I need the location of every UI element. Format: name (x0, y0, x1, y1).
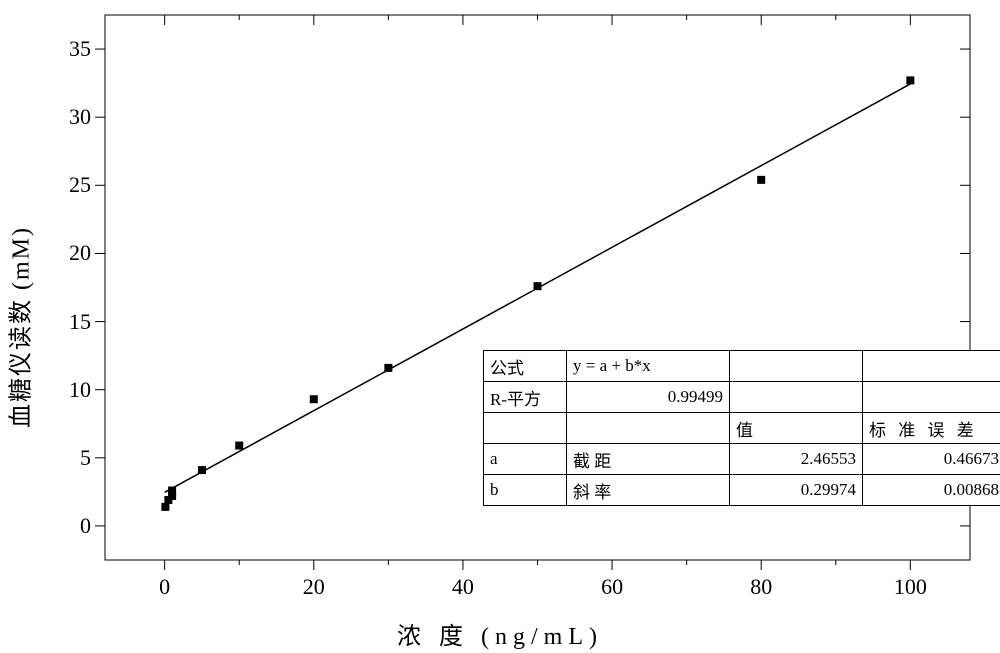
table-cell (730, 382, 863, 413)
table-cell (730, 351, 863, 382)
table-row: R-平方0.99499 (484, 382, 1000, 413)
y-tick-label: 15 (69, 309, 91, 335)
table-cell: y = a + b*x (567, 351, 730, 382)
x-tick-label: 80 (750, 574, 772, 600)
table-cell: 2.46553 (730, 444, 863, 475)
table-cell (863, 351, 1000, 382)
table-cell: b (484, 475, 567, 506)
table-cell: 0.29974 (730, 475, 863, 506)
y-tick-label: 5 (80, 445, 91, 471)
table-cell: 截 距 (567, 444, 730, 475)
table-cell: 斜 率 (567, 475, 730, 506)
fit-results-table: 公式y = a + b*xR-平方0.99499值标 准 误 差a截 距2.46… (483, 350, 1000, 506)
y-tick-label: 25 (69, 172, 91, 198)
x-tick-label: 20 (303, 574, 325, 600)
x-tick-label: 100 (894, 574, 927, 600)
table-cell: R-平方 (484, 382, 567, 413)
x-tick-label: 0 (159, 574, 170, 600)
x-axis-label: 浓 度 (ng/mL) (397, 616, 603, 651)
table-cell: 0.00868 (863, 475, 1000, 506)
x-tick-label: 60 (601, 574, 623, 600)
y-axis-label: 血糖仪读数 (mM) (1, 226, 36, 428)
y-tick-label: 30 (69, 104, 91, 130)
y-tick-label: 10 (69, 377, 91, 403)
table-cell (567, 413, 730, 444)
y-tick-label: 0 (80, 513, 91, 539)
table-cell: 标 准 误 差 (863, 413, 1000, 444)
table-cell: 公式 (484, 351, 567, 382)
plot-svg (0, 0, 1000, 653)
y-tick-label: 35 (69, 36, 91, 62)
y-tick-label: 20 (69, 240, 91, 266)
table-row: b斜 率0.299740.00868 (484, 475, 1000, 506)
x-tick-label: 40 (452, 574, 474, 600)
table-row: 公式y = a + b*x (484, 351, 1000, 382)
table-cell (484, 413, 567, 444)
table-cell (863, 382, 1000, 413)
table-cell: a (484, 444, 567, 475)
table-cell: 0.46673 (863, 444, 1000, 475)
table-row: a截 距2.465530.46673 (484, 444, 1000, 475)
calibration-chart: 血糖仪读数 (mM) 浓 度 (ng/mL) 公式y = a + b*xR-平方… (0, 0, 1000, 653)
table-cell: 值 (730, 413, 863, 444)
table-row: 值标 准 误 差 (484, 413, 1000, 444)
table-cell: 0.99499 (567, 382, 730, 413)
